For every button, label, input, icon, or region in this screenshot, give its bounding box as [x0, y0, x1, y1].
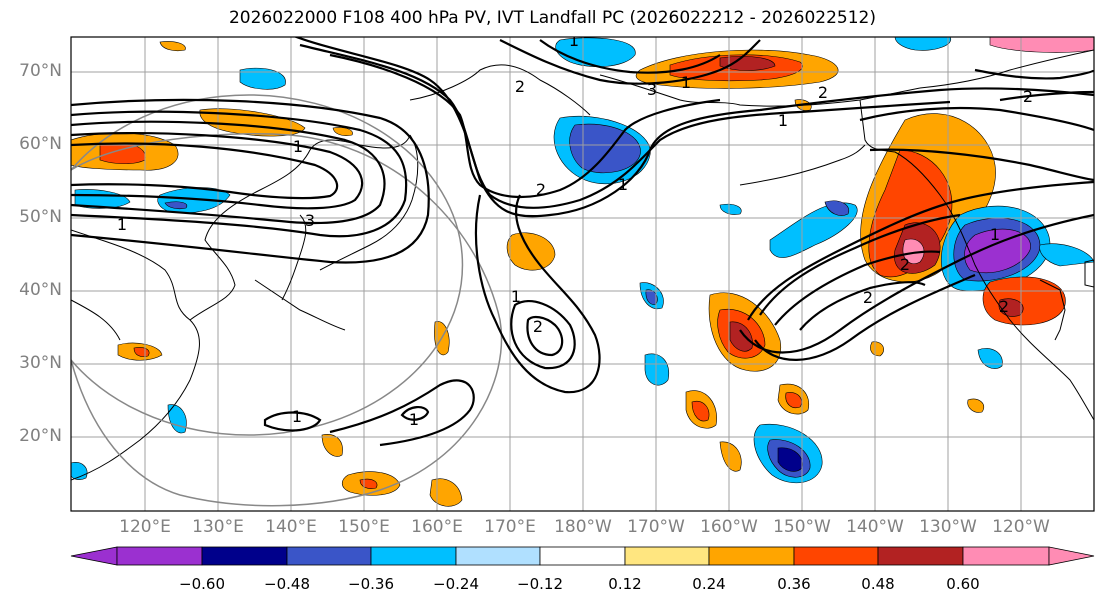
- lon-label-120e: 120°E: [119, 517, 171, 537]
- lon-label-130w: 130°W: [919, 517, 977, 537]
- lat-label-70n: 70°N: [19, 61, 62, 81]
- contour-label: 1: [292, 407, 302, 426]
- contour-label-group: 1 2 3 1 2 1 1 2 1 3 2 1 2 2 1 2 2 1 1 1: [117, 31, 1033, 429]
- lat-label-40n: 40°N: [19, 280, 62, 300]
- shaded-pc-field: [71, 37, 1094, 507]
- lat-label-20n: 20°N: [19, 426, 62, 446]
- lon-label-150e: 150°E: [338, 517, 390, 537]
- lat-label-50n: 50°N: [19, 207, 62, 227]
- contour-label: 3: [647, 80, 657, 99]
- contour-label: 1: [569, 31, 579, 50]
- colorbar-tick-label: 0.48: [861, 575, 895, 593]
- lat-label-30n: 30°N: [19, 353, 62, 373]
- colorbar-tick-label: −0.24: [433, 575, 479, 593]
- map-frame: [70, 36, 1095, 512]
- contour-label: 3: [305, 211, 315, 230]
- colorbar-tick-label: −0.48: [264, 575, 310, 593]
- lon-label-160e: 160°E: [411, 517, 463, 537]
- lon-label-170e: 170°E: [484, 517, 536, 537]
- map-title: 2026022000 F108 400 hPa PV, IVT Landfall…: [228, 8, 876, 28]
- colorbar-tick-label: −0.12: [517, 575, 563, 593]
- contour-label: 1: [293, 137, 303, 156]
- contour-label: 2: [533, 317, 543, 336]
- colorbar-tick-label: 0.60: [946, 575, 980, 593]
- lon-label-180w: 180°W: [554, 517, 612, 537]
- range-ring: [71, 94, 464, 436]
- contour-label: 1: [778, 111, 788, 130]
- colorbar-tick-label: −0.36: [348, 575, 394, 593]
- contour-label: 2: [863, 288, 873, 307]
- contour-label: 2: [900, 255, 910, 274]
- colorbar-tick-label: 0.36: [777, 575, 811, 593]
- lon-label-120w: 120°W: [992, 517, 1050, 537]
- lon-label-140w: 140°W: [846, 517, 904, 537]
- colorbar-tick-label: 0.24: [692, 575, 726, 593]
- map-panel: 1 2 3 1 2 1 1 2 1 3 2 1 2 2 1 2 2 1 1 1: [71, 31, 1094, 511]
- contour-label: 1: [618, 175, 628, 194]
- contour-label: 1: [117, 215, 127, 234]
- contour-label: 1: [990, 225, 1000, 244]
- contour-label: 1: [409, 410, 419, 429]
- lon-label-140e: 140°E: [265, 517, 317, 537]
- lon-label-160w: 160°W: [700, 517, 758, 537]
- colorbar-tick-label: −0.60: [179, 575, 225, 593]
- contour-label: 2: [818, 83, 828, 102]
- contour-label: 1: [681, 73, 691, 92]
- contour-label: 2: [536, 180, 546, 199]
- lat-label-60n: 60°N: [19, 134, 62, 154]
- lon-label-130e: 130°E: [192, 517, 244, 537]
- lon-label-150w: 150°W: [773, 517, 831, 537]
- lon-label-170w: 170°W: [627, 517, 685, 537]
- contour-label: 2: [515, 77, 525, 96]
- colorbar: [70, 546, 1095, 566]
- contour-label: 1: [511, 287, 521, 306]
- colorbar-tick-label: 0.12: [608, 575, 642, 593]
- contour-label: 2: [1023, 87, 1033, 106]
- contour-label: 2: [999, 297, 1009, 316]
- pv-contours: [71, 37, 1094, 447]
